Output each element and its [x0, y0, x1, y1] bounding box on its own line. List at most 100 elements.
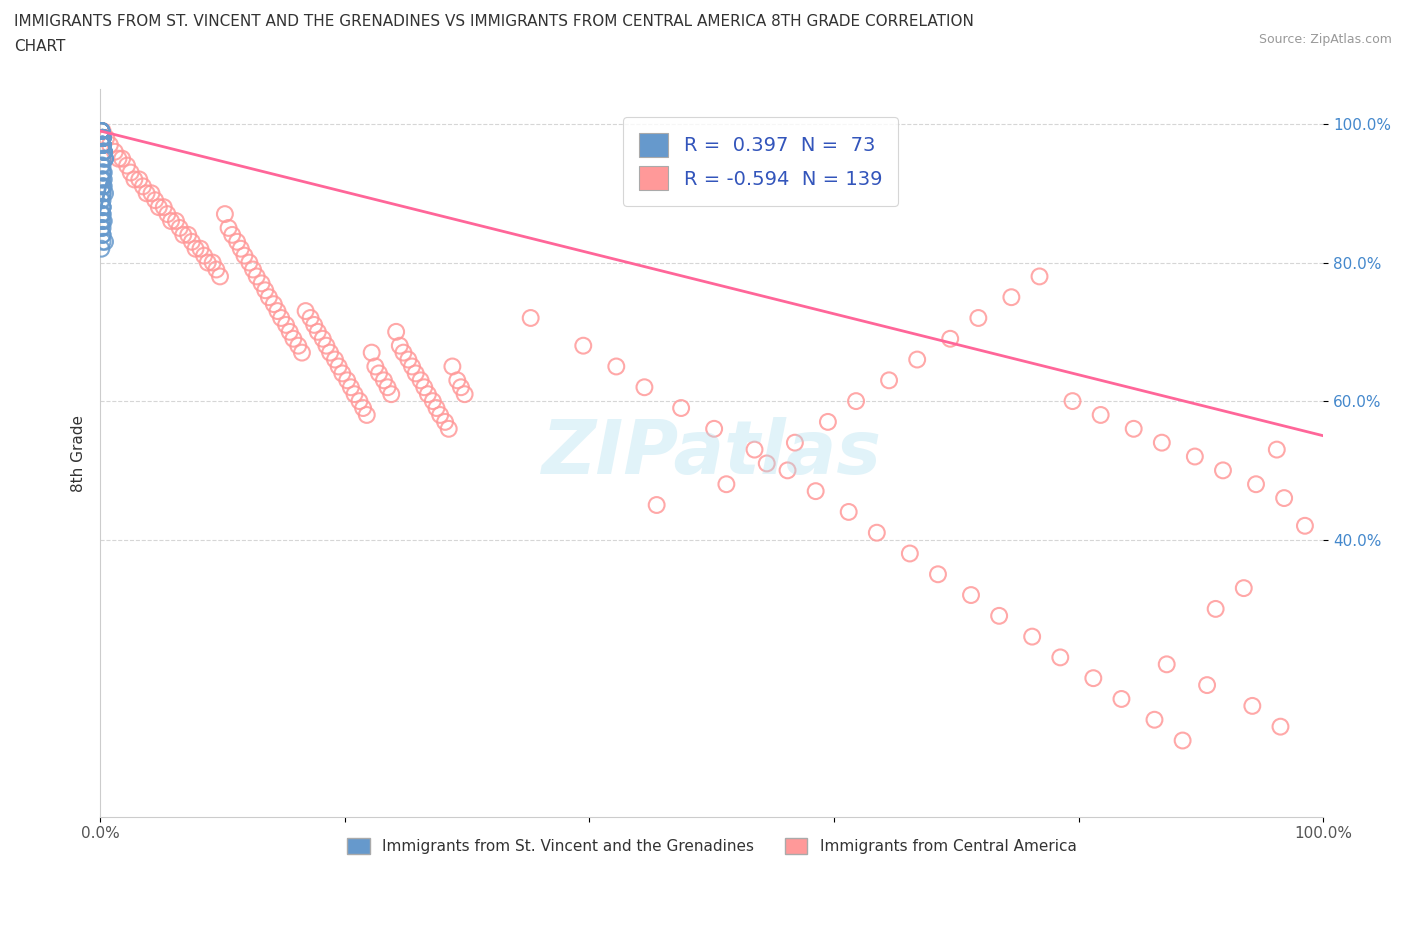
Point — [319, 345, 342, 360]
Point — [91, 200, 114, 215]
Point — [274, 317, 297, 332]
Point — [437, 421, 460, 436]
Point — [91, 130, 114, 145]
Point — [1021, 630, 1043, 644]
Text: ZIPatlas: ZIPatlas — [541, 417, 882, 489]
Point — [221, 228, 243, 243]
Point — [250, 276, 273, 291]
Point — [93, 144, 115, 159]
Point — [91, 130, 114, 145]
Point — [866, 525, 889, 540]
Point — [1111, 692, 1133, 707]
Point — [91, 138, 114, 153]
Point — [91, 186, 114, 201]
Point — [927, 566, 949, 581]
Point — [1205, 602, 1227, 617]
Point — [94, 152, 117, 166]
Point — [413, 379, 436, 394]
Point — [91, 138, 114, 153]
Point — [416, 387, 439, 402]
Point — [91, 138, 114, 153]
Point — [450, 379, 472, 394]
Point — [380, 387, 402, 402]
Point — [91, 200, 114, 215]
Point — [91, 124, 114, 139]
Point — [1270, 719, 1292, 734]
Point — [91, 138, 114, 153]
Point — [278, 325, 301, 339]
Point — [93, 144, 115, 159]
Point — [877, 373, 900, 388]
Point — [91, 130, 114, 145]
Point — [218, 220, 240, 235]
Point — [446, 373, 468, 388]
Point — [91, 138, 114, 153]
Point — [905, 352, 928, 367]
Point — [91, 138, 114, 153]
Point — [90, 124, 112, 139]
Point — [180, 234, 202, 249]
Point — [91, 179, 114, 193]
Point — [169, 220, 191, 235]
Point — [425, 401, 447, 416]
Point — [208, 269, 231, 284]
Point — [152, 200, 174, 215]
Point — [429, 407, 451, 422]
Point — [120, 166, 142, 180]
Point — [90, 124, 112, 139]
Point — [141, 186, 163, 201]
Point — [744, 442, 766, 457]
Point — [184, 241, 207, 256]
Point — [1122, 421, 1144, 436]
Point — [93, 144, 115, 159]
Point — [91, 228, 114, 243]
Point — [336, 373, 359, 388]
Point — [91, 130, 114, 145]
Text: CHART: CHART — [14, 39, 66, 54]
Text: IMMIGRANTS FROM ST. VINCENT AND THE GRENADINES VS IMMIGRANTS FROM CENTRAL AMERIC: IMMIGRANTS FROM ST. VINCENT AND THE GREN… — [14, 14, 974, 29]
Point — [246, 269, 269, 284]
Point — [287, 339, 309, 353]
Point — [93, 144, 115, 159]
Point — [1000, 290, 1022, 305]
Point — [1241, 698, 1264, 713]
Point — [257, 290, 280, 305]
Point — [967, 311, 990, 325]
Point — [91, 193, 114, 207]
Point — [1028, 269, 1050, 284]
Point — [328, 359, 350, 374]
Point — [90, 124, 112, 139]
Point — [1265, 442, 1288, 457]
Point — [132, 179, 155, 193]
Point — [669, 401, 692, 416]
Point — [177, 228, 200, 243]
Point — [242, 262, 264, 277]
Point — [91, 138, 114, 153]
Point — [1197, 678, 1219, 693]
Point — [91, 166, 114, 180]
Point — [385, 325, 408, 339]
Point — [307, 325, 329, 339]
Point — [201, 255, 224, 270]
Point — [229, 241, 252, 256]
Point — [143, 193, 166, 207]
Point — [299, 311, 322, 325]
Point — [91, 206, 114, 221]
Point — [1090, 407, 1112, 422]
Point — [91, 158, 114, 173]
Point — [91, 172, 114, 187]
Point — [453, 387, 475, 402]
Point — [90, 193, 112, 207]
Point — [1143, 712, 1166, 727]
Point — [804, 484, 827, 498]
Point — [93, 144, 115, 159]
Point — [233, 248, 256, 263]
Point — [91, 130, 114, 145]
Point — [405, 366, 427, 381]
Point — [1062, 393, 1084, 408]
Point — [91, 186, 114, 201]
Point — [91, 166, 114, 180]
Point — [263, 297, 285, 312]
Point — [91, 228, 114, 243]
Point — [94, 234, 117, 249]
